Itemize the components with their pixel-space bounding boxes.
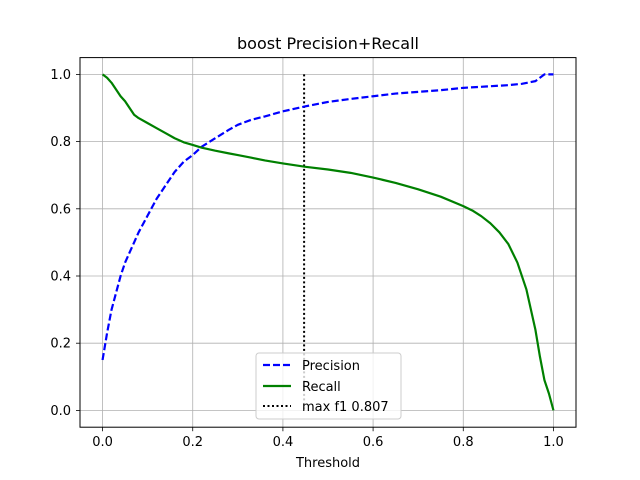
x-tick-label: 0.8: [453, 435, 474, 450]
grid-lines: [80, 57, 576, 428]
x-tick-label: 1.0: [543, 435, 564, 450]
legend: Precision Recall max f1 0.807: [255, 352, 402, 420]
y-tick-label: 0.0: [50, 404, 71, 419]
x-tick-label: 0.2: [182, 435, 203, 450]
chart-title: boost Precision+Recall: [237, 34, 419, 53]
x-tick-label: 0.0: [92, 435, 113, 450]
legend-box: [255, 352, 402, 420]
series-line-precision: [101, 73, 554, 361]
legend-label-precision: Precision: [302, 359, 360, 374]
legend-label-max-f1: max f1 0.807: [302, 400, 389, 415]
y-tick-label: 1.0: [50, 68, 71, 83]
plot-frame: [79, 57, 577, 428]
legend-label-recall: Recall: [302, 380, 341, 395]
x-axis-title: Threshold: [295, 456, 360, 471]
x-tick-label: 0.4: [273, 435, 294, 450]
y-tick-label: 0.2: [50, 337, 71, 352]
series-line-recall: [101, 73, 555, 411]
axis-ticks: 0.0 0.2 0.4 0.6 0.8 1.0 0.0 0.2 0.4 0.6 0.8 1.0: [50, 68, 563, 450]
x-tick-label: 0.6: [363, 435, 384, 450]
series-layer: [101, 73, 555, 411]
y-tick-label: 0.4: [50, 270, 71, 285]
y-tick-label: 0.8: [50, 135, 71, 150]
y-tick-label: 0.6: [50, 202, 71, 217]
